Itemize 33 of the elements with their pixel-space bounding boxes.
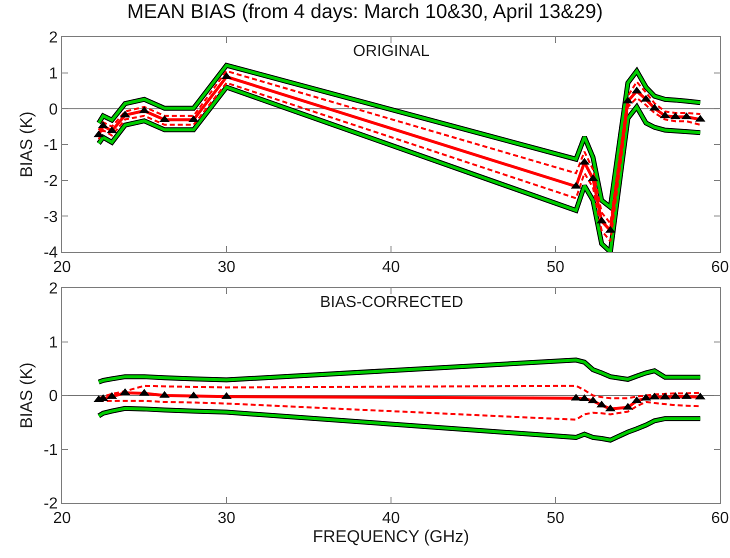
y-tick-label: 2	[48, 30, 58, 47]
y-tick-label: -4	[44, 244, 58, 262]
x-tick-label: 40	[382, 510, 400, 528]
y-tick-label: -1	[44, 442, 58, 459]
y-tick-label: 0	[48, 101, 58, 118]
x-tick-label: 50	[546, 259, 564, 276]
x-tick-label: 60	[711, 259, 729, 276]
y-axis-title: BIAS (K)	[17, 362, 36, 429]
y-tick-label: 1	[48, 334, 58, 352]
point	[94, 130, 104, 138]
point	[139, 106, 150, 114]
chart-title: MEAN BIAS (from 4 days: March 10&30, April 13&29)	[127, 1, 603, 24]
point	[139, 388, 150, 396]
x-tick-label: 30	[218, 259, 236, 276]
annotation: ORIGINAL	[353, 43, 430, 60]
y-tick-label: -2	[44, 496, 58, 513]
x-tick-label: 30	[218, 510, 236, 528]
y-tick-label: 2	[48, 280, 58, 298]
x-axis-title: FREQUENCY (GHz)	[312, 527, 470, 546]
y-tick-label: 0	[48, 388, 58, 406]
y-tick-label: -2	[44, 172, 58, 190]
x-tick-label: 50	[546, 510, 564, 528]
point	[695, 114, 706, 122]
x-tick-label: 20	[53, 259, 71, 276]
y-tick-label: 1	[48, 65, 58, 82]
y-tick-label: -3	[44, 208, 58, 226]
x-tick-label: 20	[53, 510, 71, 528]
annotation: BIAS-CORRECTED	[320, 294, 464, 311]
y-tick-label: -1	[44, 137, 58, 154]
x-tick-label: 60	[711, 510, 729, 528]
y-axis-title: BIAS (K)	[17, 111, 36, 178]
point	[632, 396, 642, 404]
x-tick-label: 40	[382, 259, 400, 276]
